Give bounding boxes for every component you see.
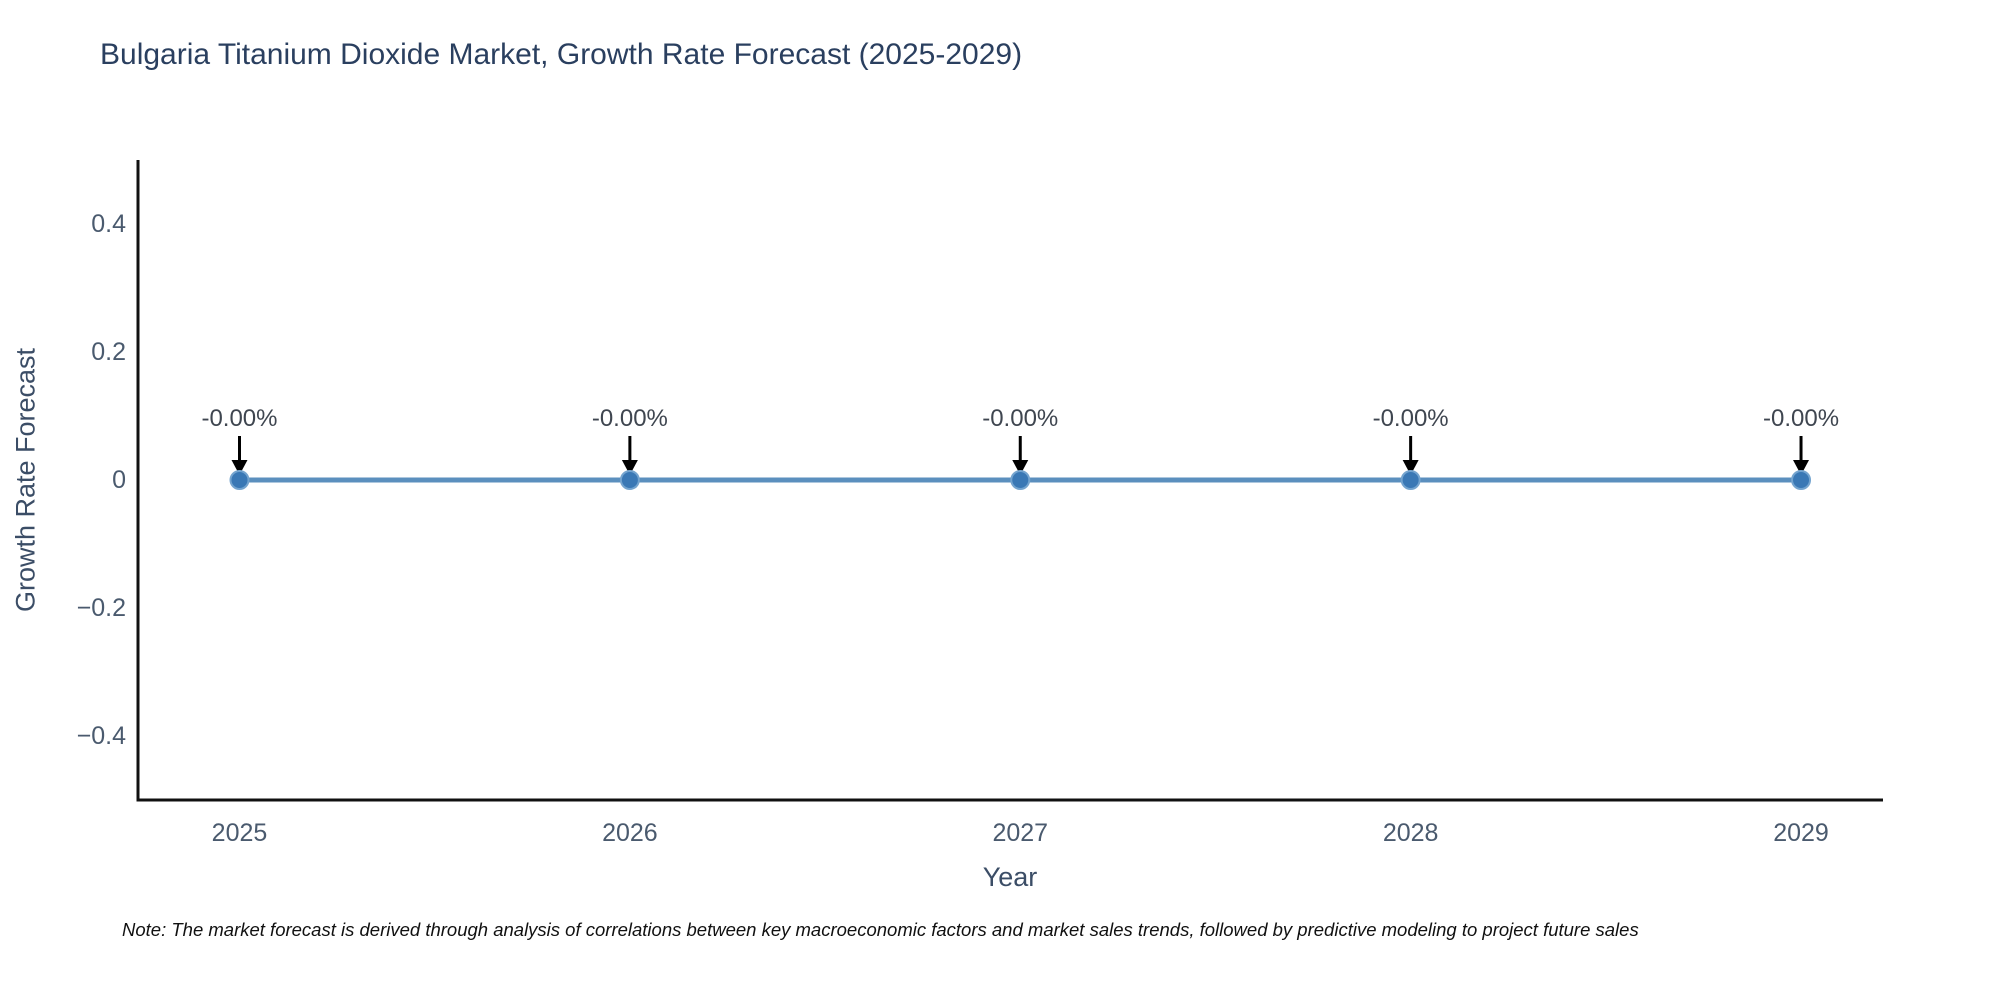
x-tick-label: 2028: [1382, 819, 1439, 847]
data-point-marker: [1791, 470, 1812, 490]
annotation-arrow-head: [1402, 460, 1419, 475]
point-value-label: -0.00%: [1372, 405, 1449, 432]
x-tick-label: 2026: [602, 819, 658, 847]
data-point-marker: [1010, 470, 1031, 490]
point-value-label: -0.00%: [1762, 405, 1840, 432]
y-tick-label: −0.4: [76, 722, 126, 750]
data-point-marker: [229, 470, 250, 490]
point-value-label: -0.00%: [201, 405, 278, 432]
x-axis-title: Year: [982, 862, 1038, 892]
annotation-arrow-head: [621, 460, 638, 475]
x-tick-label: 2027: [992, 819, 1049, 847]
y-tick-label: 0.4: [91, 210, 126, 238]
annotation-arrow-head: [231, 460, 248, 475]
point-value-label: -0.00%: [591, 405, 668, 432]
y-tick-label: 0.2: [91, 338, 126, 366]
data-point-marker: [1400, 470, 1421, 490]
x-tick-label: 2025: [211, 819, 268, 847]
annotation-arrow-head: [1012, 460, 1029, 475]
axis-spines: [136, 160, 1883, 802]
y-tick-label: 0: [112, 466, 126, 494]
point-value-label: -0.00%: [982, 405, 1059, 432]
y-tick-label: −0.2: [76, 594, 126, 622]
x-tick-label: 2029: [1773, 819, 1829, 847]
footnote: Note: The market forecast is derived thr…: [122, 919, 1639, 940]
annotation-arrow-head: [1793, 460, 1810, 475]
data-point-marker: [619, 470, 640, 490]
chart-title: Bulgaria Titanium Dioxide Market, Growth…: [100, 38, 1023, 71]
